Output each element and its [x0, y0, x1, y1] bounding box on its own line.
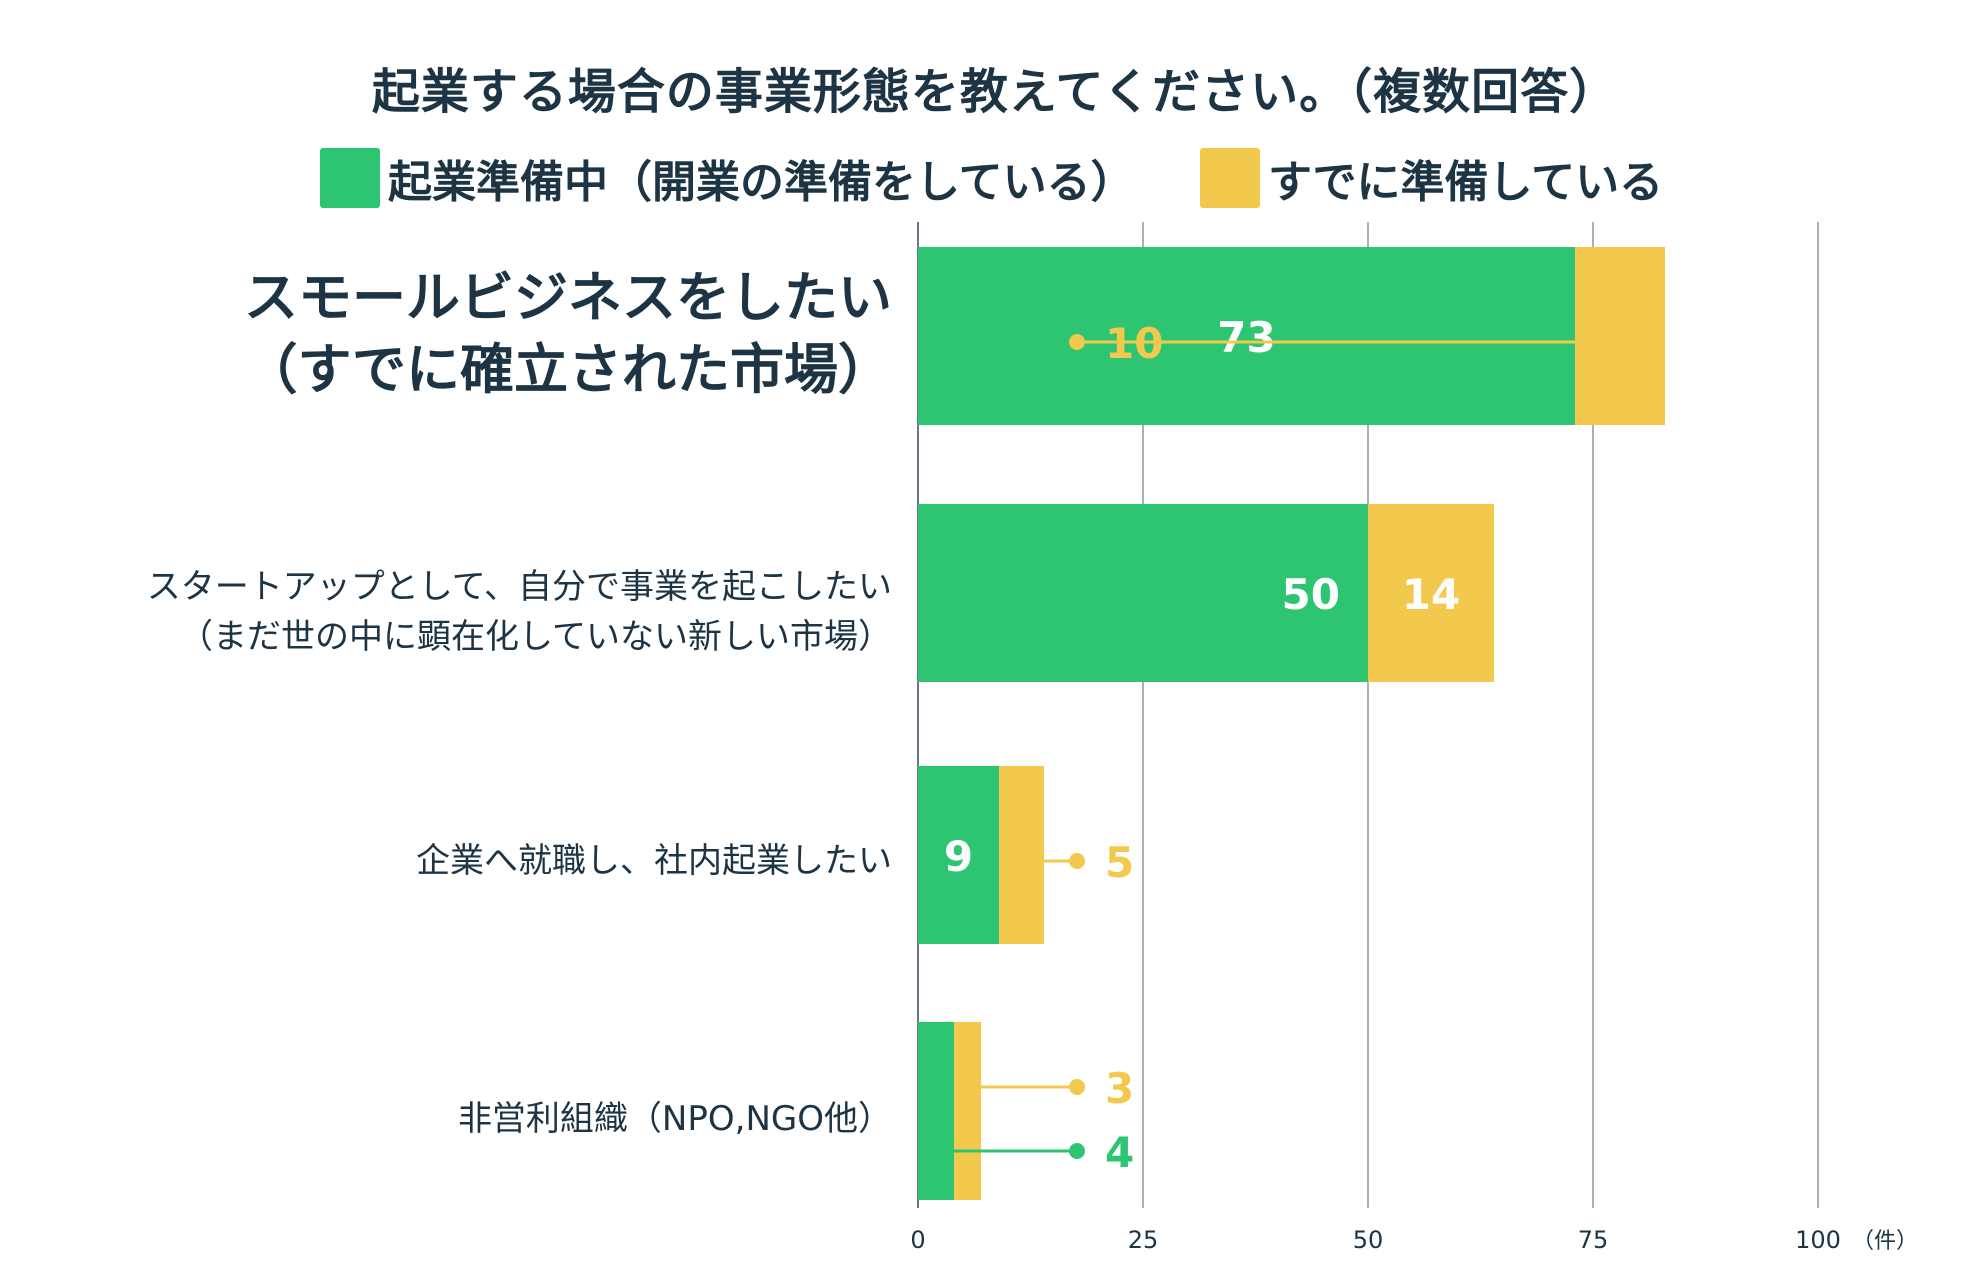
category-label-startup: スタートアップとして、自分で事業を起こしたい （まだ世の中に顕在化していない新し… — [147, 562, 892, 662]
legend-swatch-yellow — [1200, 148, 1260, 208]
bar-segment-preparing — [918, 504, 1368, 682]
bar-segment-preparing — [918, 766, 999, 944]
bar-segment-already — [954, 1022, 981, 1200]
legend-label-preparing: 起業準備中（開業の準備をしている） — [388, 157, 1135, 208]
category-label-line: 非営利組織（NPO,NGO他） — [457, 1099, 892, 1139]
chart-title: 起業する場合の事業形態を教えてください。（複数回答） — [371, 64, 1619, 120]
leader-dot — [1069, 1079, 1085, 1095]
legend-swatch-green — [320, 148, 380, 208]
data-label: 14 — [1402, 570, 1460, 619]
bar-segment-already — [1368, 504, 1494, 682]
x-tick-label: 75 — [1578, 1226, 1609, 1254]
data-label: 73 — [1217, 313, 1275, 362]
category-label-line: （すでに確立された市場） — [243, 338, 892, 401]
x-tick-label: 0 — [910, 1226, 925, 1254]
data-label: 5 — [1105, 838, 1134, 887]
legend-item-already: すでに準備している — [1200, 148, 1663, 208]
category-label-small-business: スモールビジネスをしたい （すでに確立された市場） — [243, 262, 892, 406]
x-tick-label: 100 — [1795, 1226, 1841, 1254]
bar-segment-preparing — [918, 1022, 954, 1200]
category-label-line: 企業へ就職し、社内起業したい — [416, 841, 892, 881]
category-label-line: （まだ世の中に顕在化していない新しい市場） — [179, 617, 892, 657]
bar-segment-already — [1575, 247, 1665, 425]
data-label: 10 — [1105, 319, 1163, 368]
category-label-line: スモールビジネスをしたい — [244, 266, 892, 329]
x-tick-label: 25 — [1128, 1226, 1159, 1254]
category-label-intrapreneur: 企業へ就職し、社内起業したい — [416, 836, 892, 886]
data-label: 3 — [1105, 1064, 1134, 1113]
x-tick-label: 50 — [1353, 1226, 1384, 1254]
data-label: 9 — [944, 832, 973, 881]
legend-item-preparing: 起業準備中（開業の準備をしている） — [320, 148, 1135, 208]
legend-label-already: すでに準備している — [1268, 157, 1664, 208]
category-label-nonprofit: 非営利組織（NPO,NGO他） — [458, 1094, 892, 1144]
x-unit-label: （件） — [1852, 1229, 1918, 1254]
leader-dot — [1069, 1143, 1085, 1159]
data-label: 50 — [1282, 570, 1340, 619]
bar-segment-preparing — [918, 247, 1575, 425]
leader-dot — [1069, 334, 1085, 350]
data-label: 4 — [1105, 1128, 1134, 1177]
bar-segment-already — [999, 766, 1044, 944]
leader-dot — [1069, 853, 1085, 869]
category-label-line: スタートアップとして、自分で事業を起こしたい — [146, 567, 892, 607]
